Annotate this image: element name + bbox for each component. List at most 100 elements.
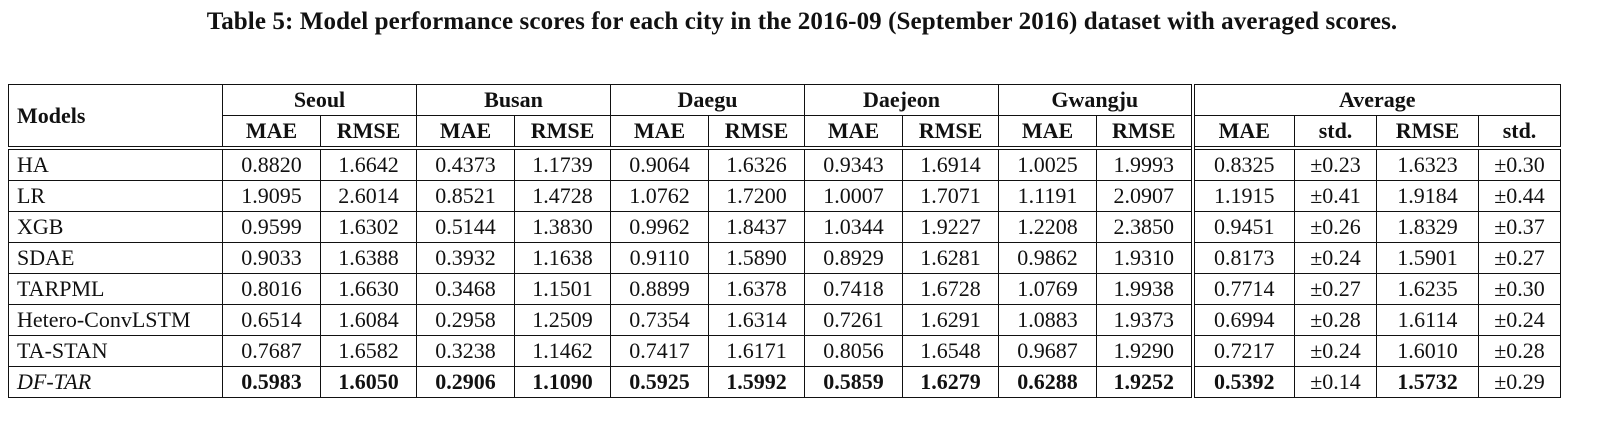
score-cell: ±0.24 <box>1294 242 1377 274</box>
group-header-busan: Busan <box>416 84 611 116</box>
score-cell: 1.1739 <box>514 148 611 181</box>
model-name-cell: SDAE <box>8 242 223 274</box>
score-cell: 0.2958 <box>416 304 515 336</box>
score-cell: 0.9110 <box>610 242 709 274</box>
score-cell: ±0.27 <box>1294 273 1377 305</box>
score-cell: ±0.30 <box>1478 148 1561 181</box>
score-cell: 0.7417 <box>610 335 709 367</box>
score-cell: 1.8329 <box>1376 211 1479 243</box>
score-cell: 1.6323 <box>1376 148 1479 181</box>
score-cell: 0.7418 <box>804 273 903 305</box>
score-cell: 1.6914 <box>902 148 999 181</box>
score-cell: 0.8521 <box>416 180 515 212</box>
table-row: XGB 0.9599 1.6302 0.5144 1.3830 0.9962 1.8437 1… <box>8 211 1561 243</box>
subheader-mae: MAE <box>610 115 709 148</box>
score-cell: 0.8325 <box>1190 148 1295 181</box>
score-cell: 1.5992 <box>708 366 805 398</box>
score-cell: 1.6279 <box>902 366 999 398</box>
score-cell: 1.6728 <box>902 273 999 305</box>
table-caption: Table 5: Model performance scores for ea… <box>206 8 1398 35</box>
subheader-rmse: RMSE <box>1111 118 1176 143</box>
score-cell: 1.1638 <box>514 242 611 274</box>
results-table: Models Seoul Busan Daegu Daejeon Gwangju… <box>8 84 1561 398</box>
score-cell: 1.6582 <box>320 335 417 367</box>
score-cell: 1.6050 <box>320 366 417 398</box>
table-row: DF-TAR 0.5983 1.6050 0.2906 1.1090 0.5925 1.59… <box>8 366 1561 398</box>
subheader-avg-std: std. <box>1478 115 1561 148</box>
score-cell: 0.7714 <box>1190 273 1295 305</box>
table-row: TA-STAN 0.7687 1.6582 0.3238 1.1462 0.7417 1.6… <box>8 335 1561 367</box>
score-cell: 0.3468 <box>416 273 515 305</box>
score-cell: 0.3932 <box>416 242 515 274</box>
subheader-mae: MAE <box>222 115 321 148</box>
subheader-mae: MAE <box>416 115 515 148</box>
score-cell: 1.7071 <box>902 180 999 212</box>
score-cell: 0.8056 <box>804 335 903 367</box>
subheader-mae: MAE <box>804 115 903 148</box>
score-cell: ±0.23 <box>1294 148 1377 181</box>
score-cell: 0.8016 <box>222 273 321 305</box>
score-cell: 0.5925 <box>610 366 709 398</box>
score-cell: 1.9373 <box>1113 307 1175 332</box>
results-table-wrapper: Models Seoul Busan Daegu Daejeon Gwangju… <box>8 84 1561 398</box>
score-cell: 1.6084 <box>320 304 417 336</box>
score-cell: 0.7354 <box>610 304 709 336</box>
score-cell: 1.3830 <box>514 211 611 243</box>
model-name-cell: DF-TAR <box>8 366 223 398</box>
score-cell: 0.9862 <box>998 242 1097 274</box>
score-cell: 1.6378 <box>708 273 805 305</box>
score-cell: 1.0007 <box>804 180 903 212</box>
score-cell: ±0.44 <box>1478 180 1561 212</box>
model-name-cell: XGB <box>8 211 223 243</box>
score-cell: 0.7217 <box>1190 335 1295 367</box>
score-cell: 2.3850 <box>1113 214 1175 239</box>
score-cell: 0.5392 <box>1190 366 1295 398</box>
score-cell: 0.2906 <box>416 366 515 398</box>
score-cell: 1.9095 <box>222 180 321 212</box>
group-header-seoul: Seoul <box>222 84 417 116</box>
score-cell: ±0.24 <box>1478 304 1561 336</box>
score-cell: ±0.30 <box>1478 273 1561 305</box>
score-cell: 1.6171 <box>708 335 805 367</box>
score-cell: 1.6388 <box>320 242 417 274</box>
score-cell: 1.0025 <box>998 148 1097 181</box>
score-cell: 0.7261 <box>804 304 903 336</box>
group-header-daejeon: Daejeon <box>804 84 999 116</box>
score-cell: ±0.28 <box>1294 304 1377 336</box>
score-cell: 0.8173 <box>1190 242 1295 274</box>
table-row: LR 1.9095 2.6014 0.8521 1.4728 1.0762 1.7200 1.… <box>8 180 1561 212</box>
subheader-avg-std: std. <box>1294 115 1377 148</box>
score-cell: ±0.24 <box>1294 335 1377 367</box>
model-name-cell: Hetero-ConvLSTM <box>8 304 223 336</box>
score-cell: 0.6288 <box>998 366 1097 398</box>
score-cell: 0.9343 <box>804 148 903 181</box>
score-cell: 1.9993 <box>1113 152 1175 177</box>
score-cell: 0.9962 <box>610 211 709 243</box>
score-cell: 1.4728 <box>514 180 611 212</box>
score-cell: 0.7687 <box>222 335 321 367</box>
score-cell: 1.6642 <box>320 148 417 181</box>
score-cell: 1.6548 <box>902 335 999 367</box>
score-cell: 0.4373 <box>416 148 515 181</box>
table-row: TARPML 0.8016 1.6630 0.3468 1.1501 0.8899 1.63… <box>8 273 1561 305</box>
score-cell: 1.1090 <box>514 366 611 398</box>
score-cell: 1.0762 <box>610 180 709 212</box>
score-cell: 1.6291 <box>902 304 999 336</box>
model-name-cell: TARPML <box>8 273 223 305</box>
score-cell: 1.6326 <box>708 148 805 181</box>
score-cell: 1.6314 <box>708 304 805 336</box>
score-cell: 1.9290 <box>1113 338 1175 363</box>
score-cell: 1.6302 <box>320 211 417 243</box>
score-cell: ±0.29 <box>1478 366 1561 398</box>
group-header-gwangju: Gwangju <box>998 84 1193 116</box>
subheader-rmse: RMSE <box>902 115 999 148</box>
score-cell: ±0.28 <box>1478 335 1561 367</box>
score-cell: 1.5732 <box>1376 366 1479 398</box>
score-cell: 1.0769 <box>998 273 1097 305</box>
score-cell: 1.5901 <box>1376 242 1479 274</box>
score-cell: 1.6235 <box>1376 273 1479 305</box>
score-cell: 1.1462 <box>514 335 611 367</box>
score-cell: 1.1501 <box>514 273 611 305</box>
score-cell: 1.8437 <box>708 211 805 243</box>
score-cell: 1.0344 <box>804 211 903 243</box>
